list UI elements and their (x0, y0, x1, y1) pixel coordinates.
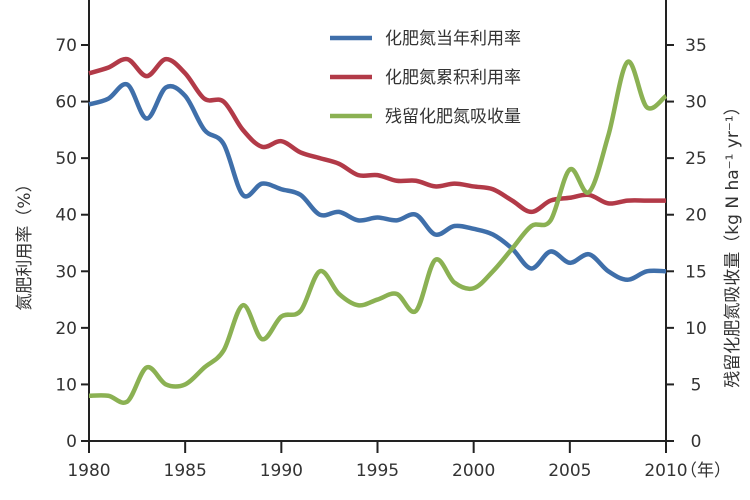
x-tick-label: 2000 (452, 461, 495, 481)
y-right-tick-label: 25 (685, 149, 707, 169)
y-right-tick-label: 5 (691, 375, 702, 395)
x-tick-label: 1995 (356, 461, 399, 481)
y-tick-label: 70 (55, 36, 77, 56)
series-line-0 (88, 81, 667, 283)
x-tick-label: 1980 (67, 461, 110, 481)
y-axis-label: 氮肥利用率（%） (15, 175, 35, 310)
y-right-tick-label: 10 (685, 319, 707, 339)
y-right-tick-label: 15 (685, 262, 707, 282)
series-line-2 (88, 59, 668, 405)
y-tick-label: 40 (55, 206, 77, 226)
y-tick-label: 0 (66, 432, 77, 452)
y-right-tick-label: 30 (685, 93, 707, 113)
legend-label: 残留化肥氮吸收量 (385, 107, 521, 127)
y-tick-label: 60 (55, 93, 77, 113)
legend-label: 化肥氮当年利用率 (385, 29, 521, 49)
x-tick-label: 2010 (644, 461, 687, 481)
x-axis-label: （年） (680, 461, 731, 481)
x-tick-label: 2005 (548, 461, 591, 481)
y-tick-label: 30 (55, 262, 77, 282)
y-right-tick-label: 0 (691, 432, 702, 452)
y-right-tick-label: 35 (685, 36, 707, 56)
y-tick-label: 50 (55, 149, 77, 169)
y-tick-label: 10 (55, 375, 77, 395)
y-axis-right-label: 残留化肥氮吸收量（kg N ha⁻¹ yr⁻¹） (723, 98, 743, 387)
y-tick-label: 20 (55, 319, 77, 339)
x-tick-label: 1985 (164, 461, 207, 481)
legend-label: 化肥氮累积利用率 (385, 68, 521, 88)
y-right-tick-label: 20 (685, 206, 707, 226)
x-tick-label: 1990 (260, 461, 303, 481)
series-line-1 (88, 56, 666, 215)
